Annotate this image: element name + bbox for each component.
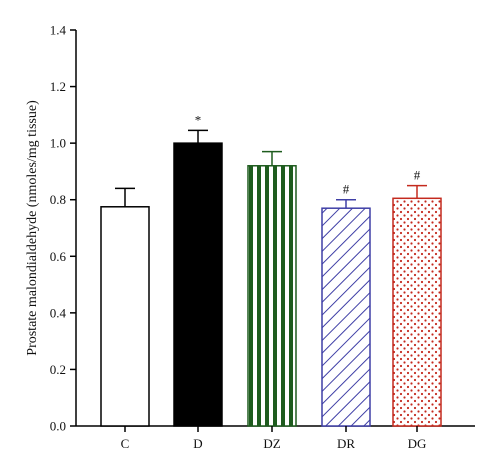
y-axis-label: Prostate malondialdehyde (nmoles/mg tiss… [25,100,40,356]
bar-dg [392,197,442,427]
bar-dz [247,165,297,427]
bar-dr [321,207,371,427]
significance-marker-dr: # [343,182,350,197]
x-tick-label-dz: DZ [263,436,280,451]
bar-c [100,206,150,427]
bars: * # # [100,112,442,427]
y-tick-label: 0.0 [50,419,66,434]
significance-marker-d: * [195,112,202,127]
y-tick-label: 0.4 [50,305,67,320]
y-tick-label: 1.2 [50,79,66,94]
x-tick-label-c: C [121,436,130,451]
x-tick-label-dg: DG [408,436,427,451]
y-tick-label: 0.8 [50,192,66,207]
bar-d [173,142,223,427]
significance-marker-dg: # [414,168,421,183]
y-tick-label: 1.0 [50,136,66,151]
y-tick-label: 0.6 [50,249,67,264]
x-ticks: C D DZ DR DG [121,426,427,451]
x-tick-label-d: D [193,436,202,451]
x-tick-label-dr: DR [337,436,355,451]
y-tick-label: 1.4 [50,23,67,38]
y-tick-label: 0.2 [50,362,66,377]
y-ticks: 0.0 0.2 0.4 0.6 0.8 1.0 1.2 1.4 [50,23,76,434]
